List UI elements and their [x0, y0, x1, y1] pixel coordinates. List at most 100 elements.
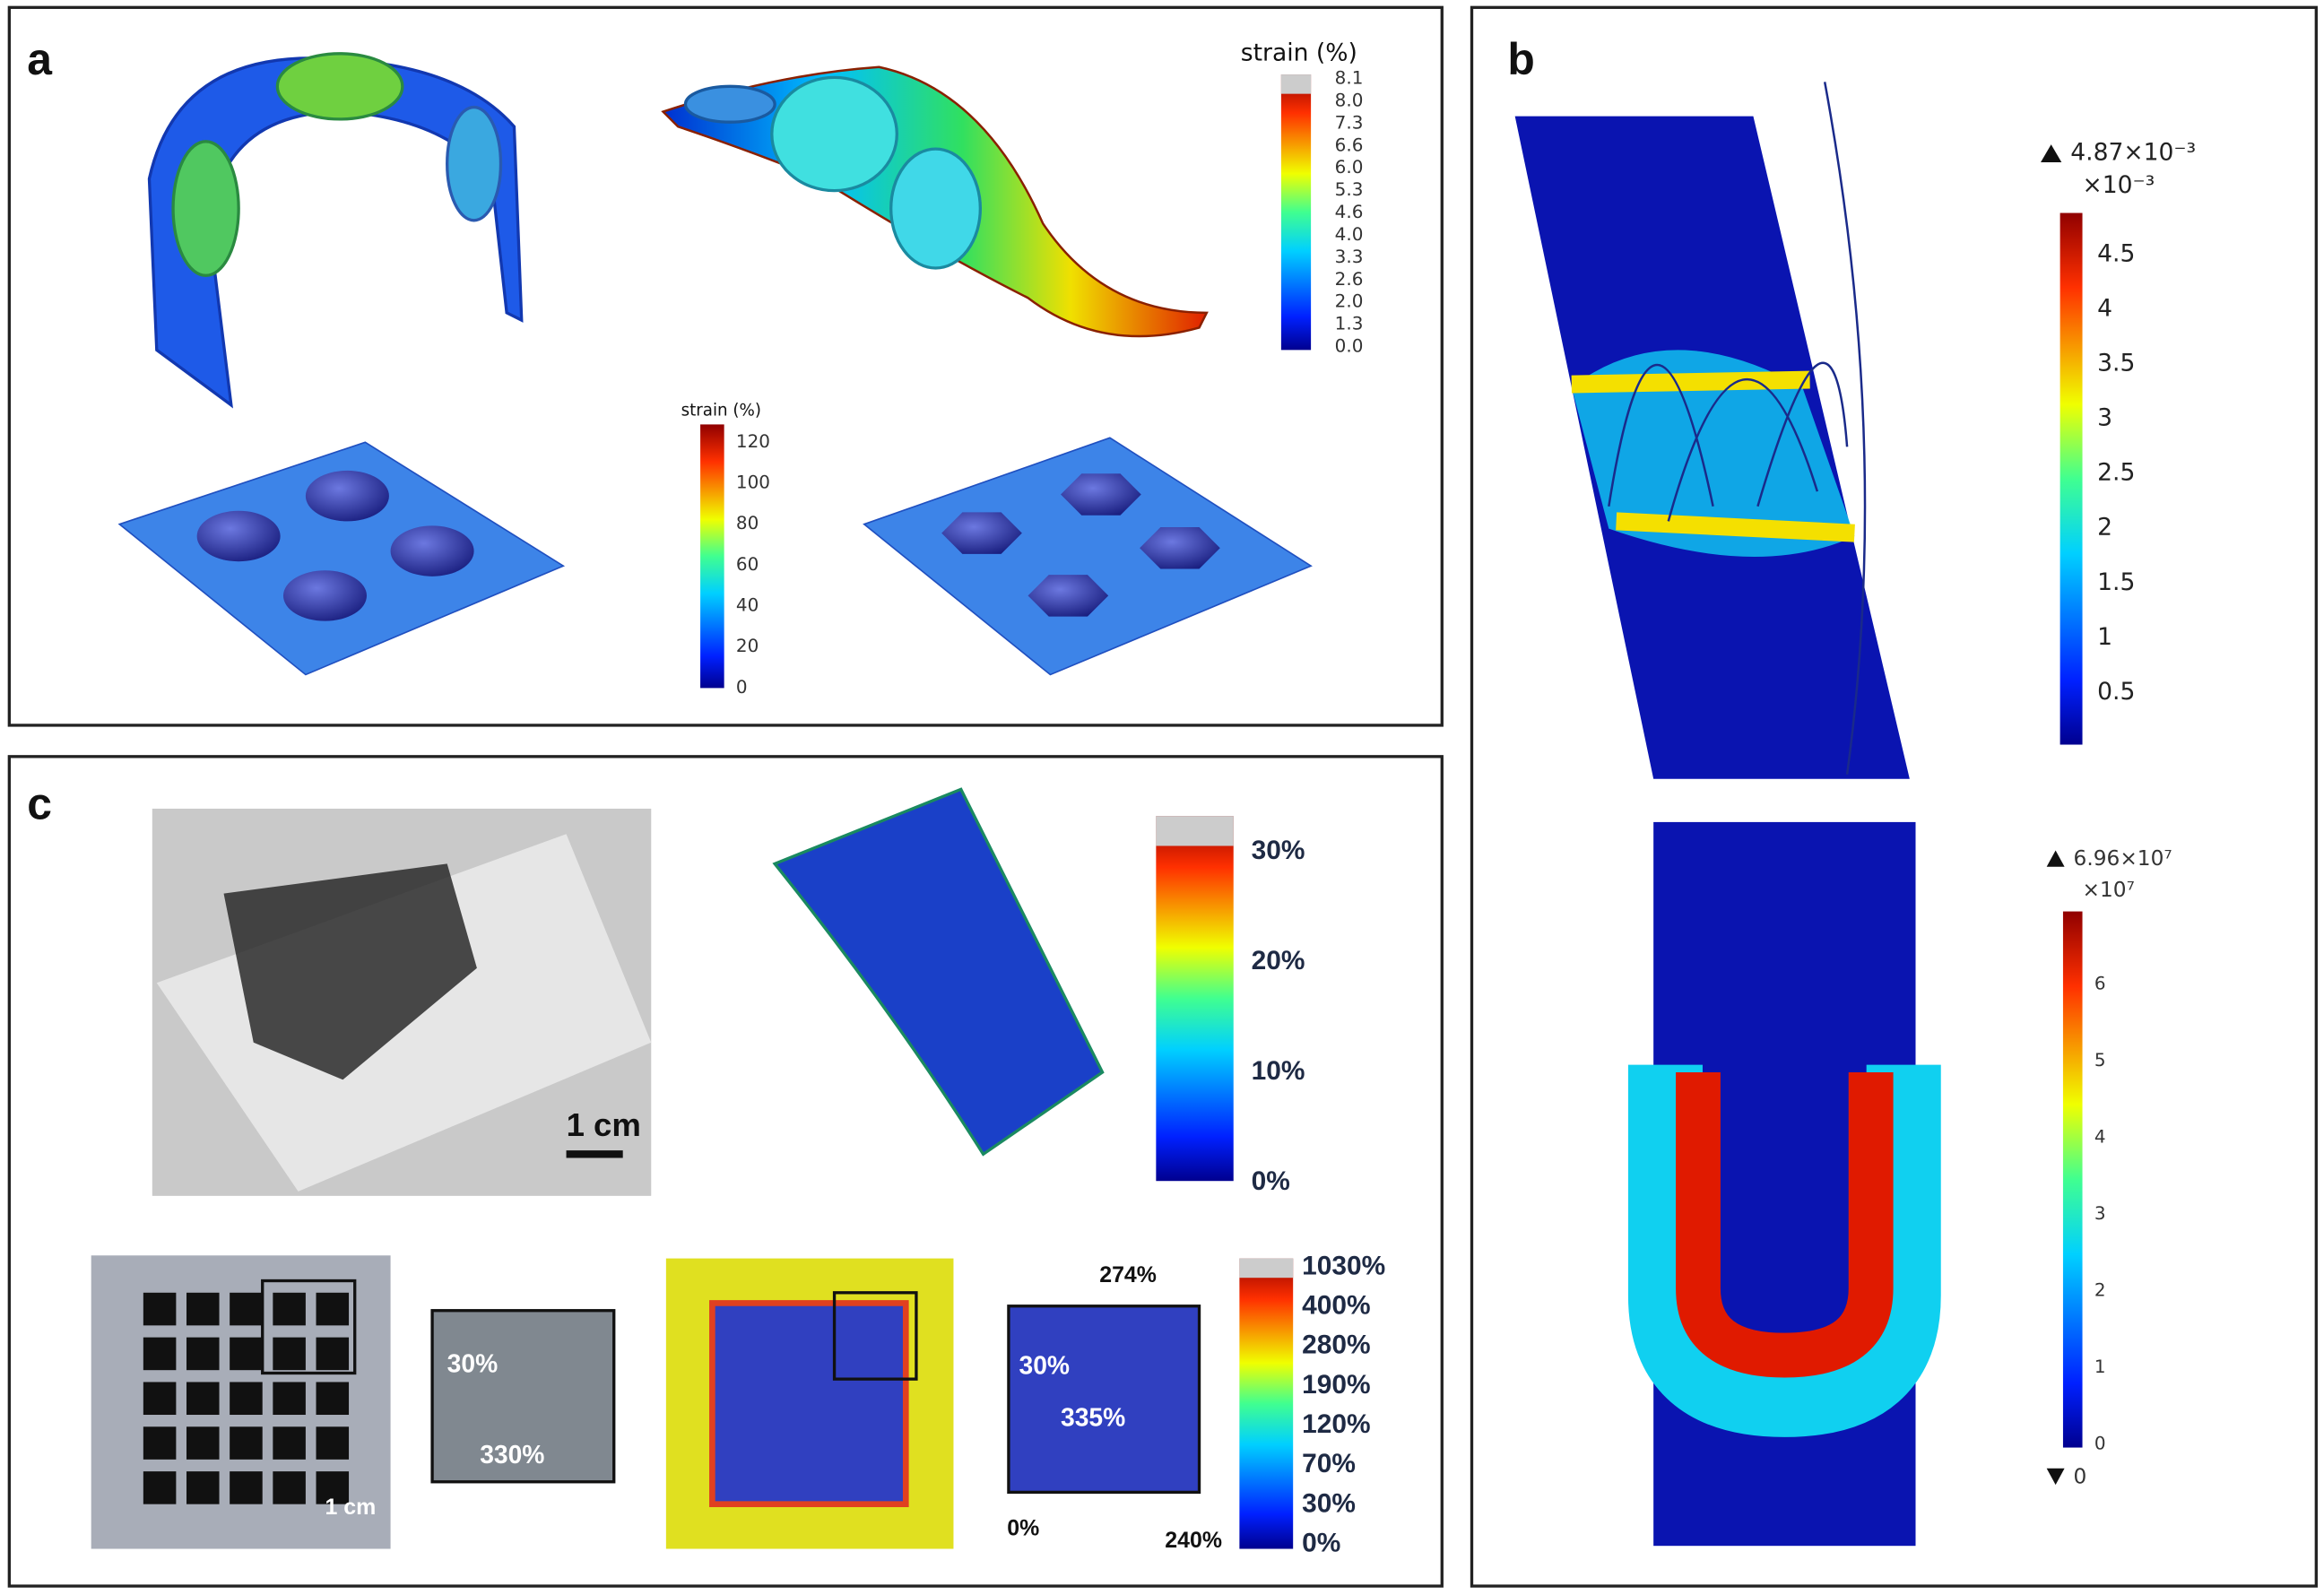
device-square [143, 1337, 177, 1371]
colorbar-tick-label: 4.0 [1335, 224, 1364, 245]
device-square [230, 1337, 263, 1371]
colorbar-tick-label: 30% [1252, 836, 1305, 865]
colorbar-tick-label: 5 [2094, 1050, 2106, 1071]
colorbar-tick-label: 1030% [1302, 1251, 1385, 1280]
field-plot-hotspot [1571, 350, 1855, 557]
device-square [273, 1292, 306, 1326]
colorbar-tick-label: 100 [736, 472, 770, 493]
max-marker [2041, 144, 2062, 163]
colorbar-tick-label: 60 [736, 554, 759, 575]
hexagon [941, 512, 1022, 554]
colorbar [1280, 74, 1312, 351]
colorbar-tick-label: 400% [1302, 1291, 1370, 1321]
device-square [143, 1382, 177, 1416]
colorbar-tick-label: 280% [1302, 1331, 1370, 1360]
max-marker [2046, 850, 2065, 867]
device-square [273, 1426, 306, 1460]
colorbar-tick-label: 3.3 [1335, 247, 1364, 267]
colorbar-tick-label: 0% [1252, 1166, 1290, 1196]
annotation: 335% [1061, 1402, 1125, 1431]
hexagon [1140, 527, 1220, 569]
annotation: 274% [1099, 1262, 1157, 1287]
colorbar-tick-label: 70% [1302, 1449, 1356, 1478]
sensor-disc [770, 75, 898, 193]
colorbar-tick-label: 3 [2094, 1203, 2106, 1224]
hexagon [1061, 473, 1141, 516]
colorbar-tick-label: 1.3 [1335, 314, 1364, 334]
device-square [273, 1382, 306, 1416]
device-square [230, 1471, 263, 1504]
device-square [316, 1292, 350, 1326]
fem-cylinder [772, 787, 1105, 1157]
inset-frame [832, 1291, 918, 1381]
colorbar-tick-label: 40 [736, 595, 759, 616]
colorbar-tick-label: 6 [2094, 973, 2106, 993]
colorbar [1239, 1258, 1294, 1549]
annotation: 1 cm [325, 1495, 376, 1520]
u-field [1627, 1064, 1941, 1437]
colorbar-tick-label: 0 [2094, 1434, 2106, 1454]
annotation: 30% [447, 1349, 498, 1378]
colorbar-tick-label: 6.0 [1335, 157, 1364, 178]
u-field [1676, 1071, 1894, 1378]
device-square [186, 1292, 220, 1326]
colorbar-unit: ×10⁷ [2083, 878, 2135, 902]
device-square [186, 1426, 220, 1460]
colorbar-tick-label: 4.5 [2097, 240, 2135, 268]
dome [196, 510, 281, 562]
device-square [316, 1426, 350, 1460]
dome [305, 470, 389, 522]
device-square [273, 1471, 306, 1504]
colorbar-min: 0 [2074, 1464, 2087, 1488]
colorbar-cap [1280, 74, 1312, 94]
device-square [316, 1382, 350, 1416]
colorbar-tick-label: 2.5 [2097, 459, 2135, 487]
device-square [316, 1337, 350, 1371]
annotation: 30% [1019, 1350, 1070, 1379]
colorbar-tick-label: 0.0 [1335, 336, 1364, 357]
colorbar-tick-label: 5.3 [1335, 179, 1364, 200]
colorbar-tick-label: 2.0 [1335, 291, 1364, 312]
colorbar [1156, 816, 1234, 1182]
colorbar-tick-label: 4 [2097, 295, 2112, 323]
colorbar-tick-label: 2 [2094, 1280, 2106, 1301]
device-square [143, 1292, 177, 1326]
field-lines [1608, 82, 1867, 775]
min-marker [2046, 1468, 2065, 1486]
substrate-plate [117, 441, 566, 676]
photo-inset [430, 1309, 616, 1484]
sensor-disc [275, 52, 404, 121]
inset-frame [261, 1279, 357, 1375]
device-square [316, 1471, 350, 1504]
colorbar-tick-label: 2 [2097, 514, 2112, 542]
colorbar-tick-label: 1 [2097, 623, 2112, 651]
colorbar-tick-label: 2.6 [1335, 269, 1364, 290]
colorbar-tick-label: 10% [1252, 1056, 1305, 1086]
colorbar-unit: ×10⁻³ [2083, 171, 2155, 199]
panel-frame [7, 5, 1444, 727]
colorbar-tick-label: 20 [736, 636, 759, 656]
annotation: 240% [1165, 1528, 1222, 1553]
colorbar-max: 6.96×10⁷ [2074, 846, 2172, 871]
colorbar-tick-label: 190% [1302, 1370, 1370, 1400]
panel-frame [7, 755, 1444, 1588]
substrate-plate [863, 437, 1313, 676]
colorbar-tick-label: 0 [736, 677, 748, 698]
dome [390, 525, 474, 576]
device-array [223, 863, 477, 1080]
colorbar-tick-label: 120% [1302, 1409, 1370, 1439]
colorbar-cap [1156, 816, 1234, 846]
annotation: 330% [480, 1440, 544, 1469]
sensor-disc [446, 105, 503, 222]
device-square [230, 1292, 263, 1326]
colorbar-tick-label: 4.6 [1335, 202, 1364, 222]
hexagon [1028, 575, 1109, 617]
device-square [143, 1426, 177, 1460]
device-square [143, 1471, 177, 1504]
colorbar-tick-label: 4 [2094, 1127, 2106, 1148]
device-square [230, 1426, 263, 1460]
colorbar-tick-label: 0% [1302, 1528, 1340, 1557]
field-band [1571, 370, 1855, 542]
panel-label: c [27, 778, 52, 828]
colorbar-tick-label: 30% [1302, 1488, 1356, 1518]
